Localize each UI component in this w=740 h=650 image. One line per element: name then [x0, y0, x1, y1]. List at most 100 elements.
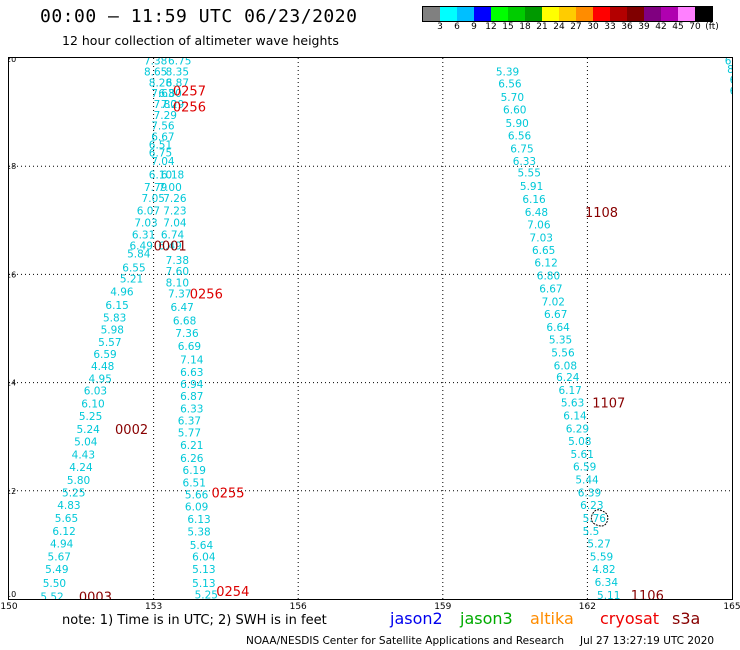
wave-height-value: 6.08 [554, 360, 577, 372]
wave-height-value: 6.14 [563, 411, 587, 423]
wave-height-value: 5.25 [195, 590, 218, 599]
color-swatch [627, 7, 644, 21]
wave-height-value: 6.16 [522, 194, 546, 206]
color-swatch [457, 7, 474, 21]
wave-height-value: 7.26 [163, 193, 187, 205]
wave-height-value: 5.90 [505, 118, 528, 130]
wave-height-value: 6.67 [544, 309, 567, 321]
color-swatch [423, 7, 440, 21]
wave-height-value: 4.24 [69, 462, 93, 474]
pass-time-label: 0003 [79, 590, 112, 599]
wave-height-value: 6.80 [158, 88, 181, 100]
color-legend-tick: 45 [672, 22, 684, 32]
wave-height-map[interactable]: 2018161412107.386.758.658.358.286.877.63… [6, 55, 740, 605]
wave-height-value: 7.05 [142, 193, 165, 205]
wave-height-value: 4.43 [72, 450, 95, 462]
color-swatch [610, 7, 627, 21]
wave-height-value: 6.07 [137, 206, 160, 218]
satellite-legend-item-s3a: s3a [672, 609, 701, 628]
island-outline [590, 509, 609, 527]
wave-height-value: 5.56 [551, 347, 575, 359]
satellite-legend-item-cryosat: cryosat [600, 609, 660, 628]
satellite-legend-item-jason2: jason2 [390, 609, 443, 628]
wave-height-value: 5.44 [575, 474, 599, 486]
wave-height-value: 6.47 [170, 302, 193, 314]
wave-height-value: 6.34 [595, 577, 619, 589]
wave-height-value: 7.02 [542, 296, 565, 308]
wave-height-value: 6.31 [132, 229, 155, 241]
pass-time-label: 0257 [173, 84, 206, 99]
wave-height-value: 6.60 [503, 104, 526, 116]
color-legend-tick: 15 [502, 22, 514, 32]
wave-height-value: 5.24 [76, 424, 100, 436]
wave-height-value: 7.23 [163, 206, 186, 218]
satellite-legend-item-jason3: jason3 [460, 609, 513, 628]
wave-height-value: 5.13 [192, 564, 215, 576]
wave-height-value: 4.48 [91, 361, 114, 373]
wave-height-value: 6.94 [180, 379, 204, 391]
wave-height-value: 5.98 [101, 325, 124, 337]
wave-height-value: 8.65 [144, 67, 167, 79]
pass-time-label: 1107 [592, 397, 625, 412]
color-legend-tick: 27 [570, 22, 582, 32]
wave-height-value: 5.77 [178, 427, 201, 439]
wave-height-value: 6.65 [532, 245, 555, 257]
color-legend-tick: 33 [604, 22, 616, 32]
color-swatch [440, 7, 457, 21]
wave-height-value: 7.04 [163, 217, 187, 229]
wave-height-value: 5.39 [496, 67, 519, 79]
wave-height-value: 5.27 [587, 538, 610, 550]
wave-height-value: 6.80 [537, 270, 560, 282]
wave-height-value: 5.50 [43, 578, 66, 590]
wave-height-value: 7.60 [166, 266, 189, 278]
wave-height-value: 4.82 [592, 564, 615, 576]
satellite-legend-item-altika: altika [530, 609, 574, 628]
wave-height-value: 6.67 [151, 131, 174, 143]
wave-height-value: 5.91 [520, 181, 543, 193]
color-swatch [508, 7, 525, 21]
wave-height-value: 6.48 [525, 207, 548, 219]
wave-height-value: 5.76 [583, 513, 607, 525]
wave-height-value: 6.59 [573, 461, 596, 473]
wave-height-value: 6.74 [161, 229, 185, 241]
wave-height-value: 6.12 [534, 257, 557, 269]
color-legend-bar [422, 6, 713, 22]
color-legend-tick: 24 [553, 22, 565, 32]
wave-height-value: 5.04 [74, 437, 98, 449]
footnote: note: 1) Time is in UTC; 2) SWH is in fe… [62, 613, 327, 628]
color-legend-tick: 30 [587, 22, 599, 32]
wave-height-value: 6.63 [180, 367, 203, 379]
wave-height-value: 6.09 [185, 501, 208, 513]
wave-height-value: 6.68 [173, 315, 196, 327]
color-swatch [525, 7, 542, 21]
wave-height-value: 5.25 [79, 411, 102, 423]
longitude-label: 165 [723, 602, 740, 612]
color-legend-tick: 42 [655, 22, 667, 32]
wave-height-value: 7.04 [151, 156, 175, 168]
wave-height-value: 6.59 [93, 349, 116, 361]
color-legend-tick: 6 [454, 22, 460, 32]
color-swatch [576, 7, 593, 21]
wave-height-value: 7.06 [527, 220, 551, 232]
wave-height-value: 5.13 [192, 578, 215, 590]
color-legend-tick: 12 [485, 22, 497, 32]
credit-text: NOAA/NESDIS Center for Satellite Applica… [246, 635, 564, 647]
pass-time-label: 1108 [585, 206, 618, 221]
wave-height-value: 6.03 [84, 386, 107, 398]
wave-height-value: 4.96 [110, 287, 134, 299]
wave-height-value: 6.10 [149, 169, 172, 181]
color-swatch [559, 7, 576, 21]
pass-time-label: 1106 [631, 589, 664, 599]
wave-height-value: 6.17 [558, 385, 581, 397]
color-legend-tick: (ft) [705, 22, 719, 32]
wave-height-value: 6.69 [178, 341, 201, 353]
wave-height-value: 5.70 [501, 92, 524, 104]
wave-height-value: 7.03 [134, 217, 157, 229]
wave-height-value: 7.29 [161, 99, 184, 111]
wave-height-value: 6.26 [180, 453, 204, 465]
wave-height-value: 6.75 [510, 143, 533, 155]
wave-height-value: 6.55 [122, 262, 145, 274]
pass-time-label: 0256 [173, 101, 206, 116]
latitude-label: 12 [9, 487, 16, 496]
wave-height-value: 5.21 [120, 274, 143, 286]
